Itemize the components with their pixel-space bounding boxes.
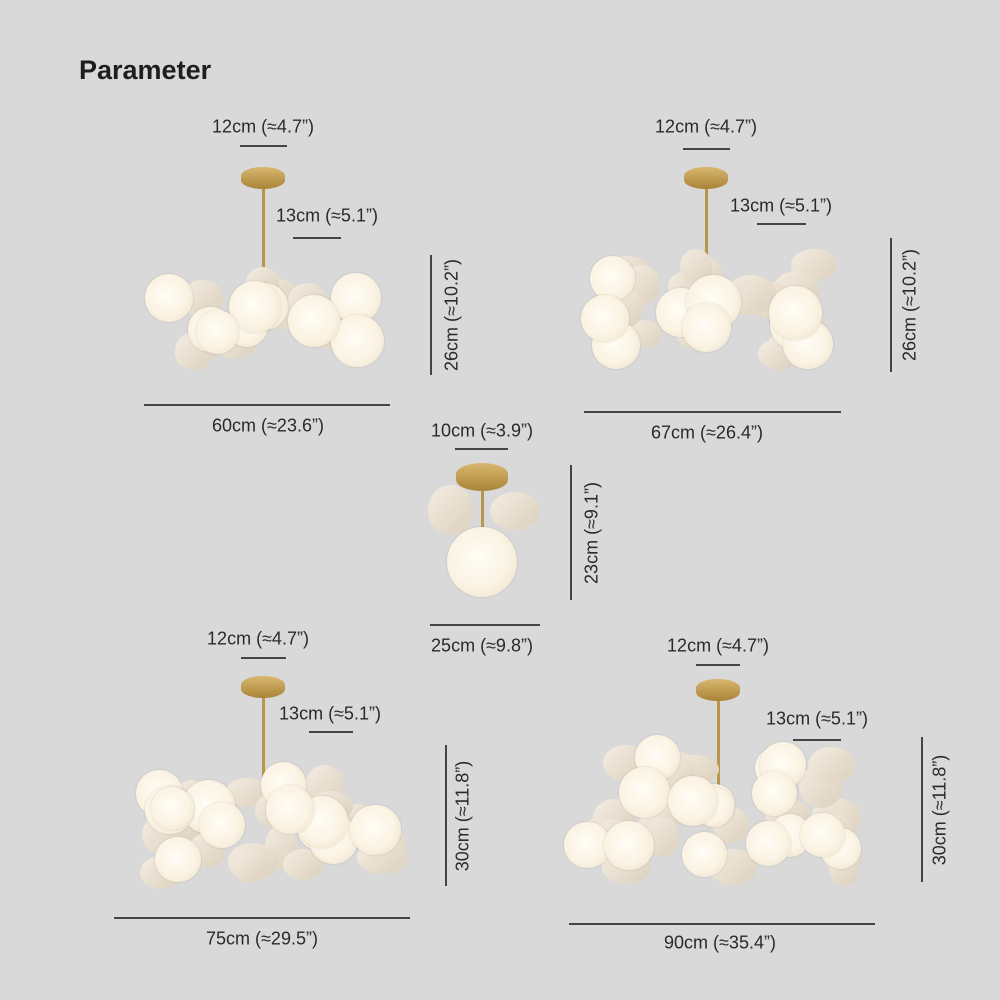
glass-globe xyxy=(751,770,798,817)
rod xyxy=(481,488,484,533)
lamp2-canopy-label: 12cm (≈4.7”) xyxy=(655,116,757,137)
glass-globe xyxy=(619,766,671,819)
lamp3-width-label: 25cm (≈9.8”) xyxy=(431,635,533,656)
lamp3-height-line xyxy=(570,465,572,600)
lamp4-height-line xyxy=(445,745,447,886)
lamp5-canopy-label: 12cm (≈4.7”) xyxy=(667,635,769,656)
lamp5-height-line xyxy=(921,737,923,882)
lamp3-canopy-label: 10cm (≈3.9”) xyxy=(431,420,533,441)
petal-disc xyxy=(428,485,473,535)
canopy-icon xyxy=(241,676,285,698)
canopy-icon xyxy=(241,167,285,189)
glass-globe xyxy=(590,256,636,302)
glass-globe xyxy=(604,820,654,871)
lamp5-rod-line xyxy=(793,739,841,741)
glass-globe xyxy=(564,821,611,869)
rod xyxy=(262,184,265,296)
canopy-icon xyxy=(684,167,728,189)
lamp5-rod-label: 13cm (≈5.1”) xyxy=(766,708,868,729)
lamp5-width-line xyxy=(569,923,875,925)
lamp1-canopy-line xyxy=(240,145,287,147)
lamp1-rod-label: 13cm (≈5.1”) xyxy=(276,205,378,226)
lamp4-rod-line xyxy=(309,731,353,733)
lamp1-rod-line xyxy=(293,237,341,239)
lamp1-canopy-label: 12cm (≈4.7”) xyxy=(212,116,314,137)
lamp2-canopy-line xyxy=(683,148,730,150)
lamp3-width-line xyxy=(430,624,540,626)
lamp1-width-line xyxy=(144,404,390,406)
lamp3-canopy-line xyxy=(455,448,508,450)
lamp4-rod-label: 13cm (≈5.1”) xyxy=(279,703,381,724)
lamp5-height-label: 30cm (≈11.8”) xyxy=(929,754,950,866)
lamp2-rod-label: 13cm (≈5.1”) xyxy=(730,195,832,216)
lamp1-height-line xyxy=(430,255,432,375)
glass-globe xyxy=(331,314,384,367)
glass-globe xyxy=(198,802,245,849)
lamp5-width-label: 90cm (≈35.4”) xyxy=(664,932,776,953)
petal-disc xyxy=(808,747,855,785)
lamp5-canopy-line xyxy=(696,664,740,666)
lamp4-width-line xyxy=(114,917,410,919)
rod xyxy=(262,693,265,796)
glass-globe xyxy=(667,775,718,827)
lamp2-height-line xyxy=(890,238,892,372)
lamp4-height-label: 30cm (≈11.8”) xyxy=(452,760,473,872)
lamp2-height-label: 26cm (≈10.2”) xyxy=(899,249,920,361)
lamp4-canopy-label: 12cm (≈4.7”) xyxy=(207,628,309,649)
lamp2-rod-line xyxy=(757,223,806,225)
glass-globe xyxy=(154,836,201,883)
glass-globe xyxy=(682,303,732,353)
petal-disc xyxy=(490,492,540,530)
glass-globe xyxy=(768,286,822,340)
petal-disc xyxy=(233,849,267,883)
rod xyxy=(717,696,720,806)
canopy-icon xyxy=(696,679,740,701)
glass-globe xyxy=(265,785,314,834)
page-title: Parameter xyxy=(79,55,212,85)
glass-globe xyxy=(195,310,240,354)
glass-globe xyxy=(150,786,194,830)
lamp4-width-label: 75cm (≈29.5”) xyxy=(206,928,318,949)
glass-globe xyxy=(681,831,728,877)
glass-globe xyxy=(350,804,401,856)
glass-globe xyxy=(447,527,517,597)
canopy-icon xyxy=(456,463,508,491)
lamp2-width-label: 67cm (≈26.4”) xyxy=(651,422,763,443)
lamp3-height-label: 23cm (≈9.1”) xyxy=(581,482,602,584)
glass-globe xyxy=(287,294,341,347)
lamp4-canopy-line xyxy=(241,657,286,659)
glass-globe xyxy=(800,812,846,858)
glass-globe xyxy=(144,273,194,323)
lamp2-width-line xyxy=(584,411,841,413)
lamp1-width-label: 60cm (≈23.6”) xyxy=(212,415,324,436)
rod xyxy=(705,184,708,301)
glass-globe xyxy=(745,820,791,866)
glass-globe xyxy=(581,294,630,343)
lamp1-height-label: 26cm (≈10.2”) xyxy=(441,259,462,371)
